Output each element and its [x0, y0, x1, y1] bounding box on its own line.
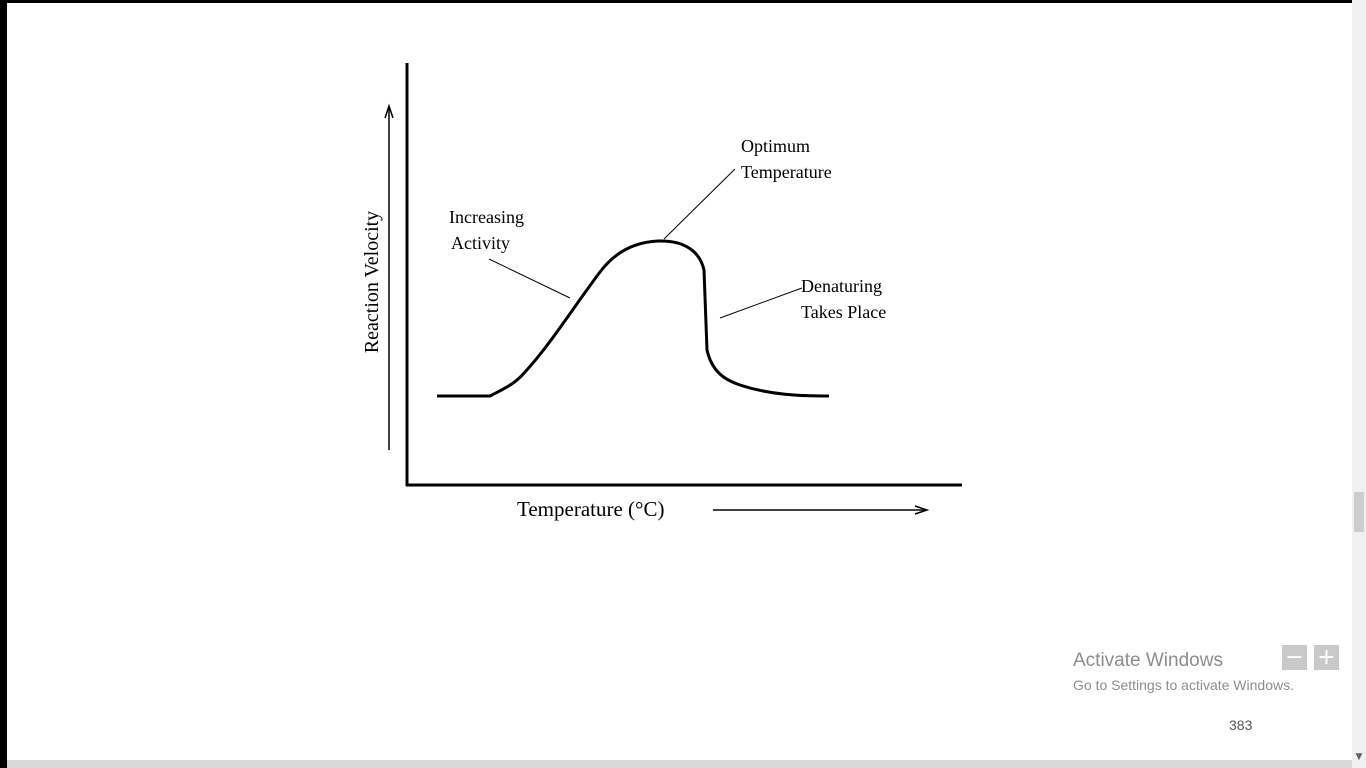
x-axis-label: Temperature (°C) — [517, 497, 664, 521]
activation-watermark-subtitle: Go to Settings to activate Windows. — [1073, 677, 1294, 693]
page-number: 383 — [1229, 717, 1253, 733]
optimum-temperature-label-1: Optimum — [741, 136, 810, 156]
increasing-activity-label-1: Increasing — [449, 207, 524, 227]
optimum-leader — [663, 168, 736, 240]
denaturing-leader — [719, 287, 803, 319]
increasing-activity-label-2: Activity — [451, 233, 510, 253]
bottom-border — [7, 760, 1352, 768]
y-axis-arrow-head — [384, 103, 394, 119]
optimum-temperature-label-2: Temperature — [741, 162, 832, 182]
denaturing-label-2: Takes Place — [801, 302, 886, 322]
scroll-down-icon[interactable]: ▼ — [1355, 752, 1363, 762]
zoom-in-button[interactable]: + — [1314, 645, 1339, 670]
y-axis-label: Reaction Velocity — [361, 211, 383, 353]
activation-watermark-title: Activate Windows — [1073, 650, 1223, 671]
activity-curve — [437, 239, 830, 398]
zoom-out-button[interactable]: − — [1282, 645, 1307, 670]
denaturing-label-1: Denaturing — [801, 276, 882, 296]
document-viewer — [7, 3, 1352, 760]
scrollbar-thumb[interactable] — [1354, 492, 1364, 532]
increasing-leader — [488, 258, 571, 299]
vertical-scrollbar[interactable]: ▼ — [1352, 0, 1366, 768]
x-axis-arrow-head — [914, 505, 930, 515]
